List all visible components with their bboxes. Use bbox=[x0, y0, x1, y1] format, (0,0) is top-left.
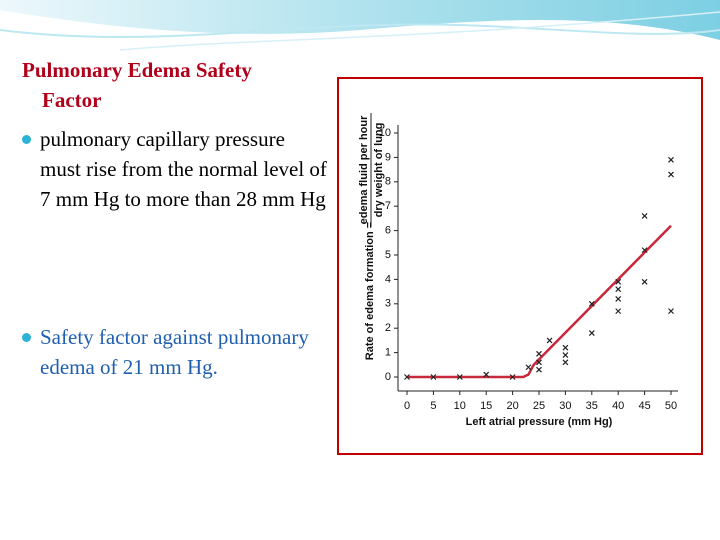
y-tick-label: 4 bbox=[385, 273, 391, 285]
x-axis-label: Left atrial pressure (mm Hg) bbox=[466, 416, 613, 428]
x-tick-label: 30 bbox=[559, 400, 571, 412]
slide-title: Pulmonary Edema Safety Factor bbox=[22, 55, 322, 115]
data-point bbox=[536, 350, 542, 357]
y-axis-label-numerator: edema fluid per hour bbox=[358, 115, 370, 225]
x-tick-label: 5 bbox=[430, 400, 436, 412]
x-tick-label: 10 bbox=[454, 400, 466, 412]
y-axis-label: Rate of edema formation = bbox=[364, 222, 376, 360]
title-line: Factor bbox=[42, 88, 102, 112]
chart-frame bbox=[337, 77, 703, 455]
data-point bbox=[668, 308, 674, 315]
data-point bbox=[588, 330, 595, 337]
y-tick-label: 10 bbox=[379, 127, 391, 139]
x-tick-label: 20 bbox=[506, 400, 518, 412]
data-point bbox=[483, 371, 490, 378]
x-tick-label: 45 bbox=[638, 400, 650, 412]
data-point bbox=[615, 286, 622, 293]
x-tick-label: 25 bbox=[533, 400, 545, 412]
data-point bbox=[615, 295, 622, 302]
y-tick-label: 6 bbox=[385, 225, 391, 237]
y-tick-label: 2 bbox=[385, 322, 391, 334]
data-point bbox=[641, 247, 648, 254]
data-point bbox=[546, 337, 553, 344]
data-point bbox=[668, 156, 674, 163]
data-point bbox=[641, 213, 648, 219]
data-point bbox=[456, 374, 463, 380]
data-point bbox=[588, 300, 595, 307]
bullet: pulmonary capillary pressure must rise f… bbox=[20, 124, 330, 214]
data-point bbox=[509, 374, 516, 380]
y-tick-label: 9 bbox=[385, 151, 391, 163]
x-tick-label: 35 bbox=[586, 400, 598, 412]
x-tick-label: 15 bbox=[480, 400, 492, 412]
data-point bbox=[615, 308, 622, 315]
data-point bbox=[404, 374, 410, 380]
bullet: Safety factor against pulmonary edema of… bbox=[20, 322, 330, 382]
y-tick-label: 0 bbox=[385, 371, 391, 383]
x-tick-label: 40 bbox=[612, 400, 624, 412]
data-point bbox=[562, 352, 569, 358]
title-line: Pulmonary Edema Safety bbox=[22, 58, 252, 82]
data-point bbox=[641, 278, 648, 285]
data-point bbox=[430, 374, 437, 380]
data-point bbox=[615, 278, 622, 285]
y-axis-label-denominator: dry weight of lung bbox=[373, 123, 385, 218]
y-tick-label: 5 bbox=[385, 249, 391, 261]
data-point bbox=[525, 364, 532, 371]
y-tick-label: 8 bbox=[385, 176, 391, 188]
data-point bbox=[536, 359, 542, 366]
data-point bbox=[562, 344, 569, 351]
data-point bbox=[536, 366, 542, 373]
x-tick-label: 0 bbox=[404, 400, 410, 412]
x-tick-label: 50 bbox=[665, 400, 677, 412]
data-point bbox=[668, 171, 674, 178]
data-point bbox=[562, 359, 569, 366]
y-tick-label: 1 bbox=[385, 347, 391, 359]
y-tick-label: 3 bbox=[385, 298, 391, 310]
y-tick-label: 7 bbox=[385, 200, 391, 212]
